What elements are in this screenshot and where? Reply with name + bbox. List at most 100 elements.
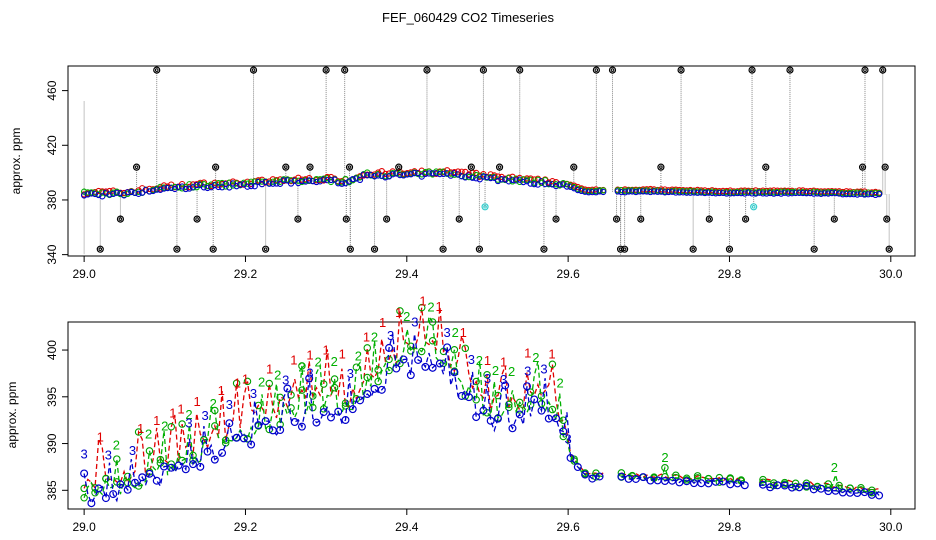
- series-label: 1: [137, 421, 144, 436]
- series-label: 1: [339, 346, 346, 361]
- series-3-circle: [414, 355, 423, 364]
- series-label: 1: [548, 346, 555, 361]
- baseline-point: [382, 174, 389, 181]
- series-label: 1: [379, 315, 386, 330]
- top-panel-ylabel: approx. ppm: [9, 128, 23, 195]
- baseline-point: [429, 170, 436, 177]
- series-circle: [145, 447, 154, 455]
- baseline-point: [458, 168, 465, 175]
- series-label: 2: [532, 350, 539, 365]
- series-label: 1: [395, 305, 402, 320]
- series-label: 1: [419, 293, 426, 308]
- y-tick-label: 385: [45, 480, 59, 500]
- series-3-circle: [297, 422, 306, 431]
- series-circle: [417, 303, 426, 312]
- x-tick-label: 29.0: [72, 520, 96, 534]
- series-circle: [265, 379, 274, 388]
- baseline-point: [364, 172, 371, 179]
- baseline-point: [338, 180, 346, 187]
- series-circle: [363, 373, 372, 382]
- outlier-point-inner: [863, 68, 867, 72]
- outlier-point-inner: [832, 217, 837, 221]
- outlier-point-inner: [347, 165, 352, 169]
- series-label: 1: [169, 405, 176, 420]
- x-tick-label: 29.4: [395, 267, 419, 281]
- series-line: [83, 306, 880, 492]
- series-3-circle: [457, 391, 466, 400]
- series-circle: [341, 399, 350, 407]
- series-3-circle: [704, 479, 713, 488]
- baseline-point: [157, 183, 164, 191]
- series-3-circle: [530, 395, 539, 404]
- series-label: 2: [274, 368, 281, 383]
- chart-title: FEF_060429 CO2 Timeseries: [382, 10, 554, 25]
- series-3-circle: [312, 418, 321, 427]
- series-3-circle: [341, 415, 350, 424]
- baseline-point: [349, 175, 356, 183]
- outlier-point-inner: [481, 68, 486, 72]
- series-circle: [298, 362, 306, 370]
- series-circle: [672, 471, 680, 479]
- outlier-point-inner: [679, 68, 683, 72]
- series-label: 1: [266, 362, 273, 377]
- outlier-point: [346, 245, 354, 253]
- series-label: 3: [500, 372, 507, 387]
- outlier-point-inner: [477, 247, 482, 251]
- outlier-point-inner: [308, 165, 312, 169]
- baseline-point: [777, 188, 785, 195]
- outlier-point-inner: [396, 165, 401, 169]
- baseline-point: [498, 176, 505, 183]
- series-label: 1: [242, 372, 249, 387]
- outlier-point-inner: [457, 217, 462, 221]
- series-3-circle: [218, 448, 227, 457]
- baseline-point: [258, 178, 266, 185]
- series-label: 3: [444, 325, 451, 340]
- series-3-circle: [145, 469, 154, 478]
- series-3-circle: [501, 381, 510, 390]
- outlier-point: [249, 66, 258, 74]
- outlier-point-inner: [497, 165, 502, 169]
- series-3-circle: [802, 481, 811, 490]
- series-circle: [167, 422, 176, 431]
- series-3-circle: [537, 406, 546, 415]
- baseline-point: [571, 185, 578, 192]
- x-tick-label: 29.8: [718, 520, 742, 534]
- outlier-point-inner: [213, 165, 218, 169]
- series-3-circle: [464, 393, 473, 402]
- baseline-point: [222, 180, 229, 188]
- series-label: 2: [371, 330, 378, 345]
- outlier-point: [342, 215, 350, 223]
- series-circle: [309, 392, 317, 400]
- series-3-circle: [522, 382, 531, 391]
- series-circle: [309, 403, 317, 412]
- series-3-circle: [566, 453, 575, 462]
- outlier-point: [830, 215, 838, 223]
- outlier-point: [370, 245, 379, 253]
- series-label: 3: [202, 408, 209, 423]
- series-label: 2: [355, 348, 362, 363]
- series-label: 1: [218, 383, 225, 398]
- series-3-circle: [479, 406, 488, 415]
- series-label: 2: [556, 375, 563, 390]
- series-label: 3: [105, 447, 112, 462]
- baseline-point: [396, 171, 404, 179]
- baseline-point: [411, 169, 418, 177]
- series-3-circle: [682, 477, 691, 486]
- baseline-point: [262, 178, 269, 186]
- outlier-point-inner: [98, 247, 103, 251]
- outlier-point-inner: [727, 247, 732, 251]
- baseline-point: [839, 191, 846, 198]
- outlier-point-inner: [707, 217, 712, 221]
- baseline-point: [494, 177, 502, 185]
- baseline-point: [168, 184, 175, 191]
- baseline-point: [505, 178, 512, 185]
- baseline-point: [393, 170, 400, 177]
- y-tick-label: 420: [45, 135, 59, 155]
- outlier-point: [570, 163, 578, 171]
- baseline-point: [95, 187, 102, 195]
- series-3-circle: [247, 440, 256, 449]
- series-circle: [417, 347, 426, 356]
- outlier-point: [212, 163, 220, 171]
- series-label: 3: [565, 432, 572, 447]
- baseline-point: [552, 182, 560, 190]
